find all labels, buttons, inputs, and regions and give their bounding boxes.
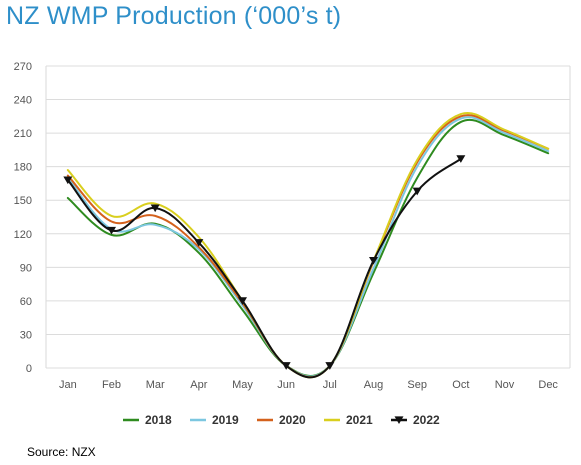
markers [63, 155, 466, 370]
y-tick-label: 180 [14, 162, 32, 174]
x-tick-label: May [232, 379, 253, 391]
legend-marker-2022 [394, 416, 404, 425]
gridlines [45, 65, 571, 369]
series-line-2018 [66, 119, 550, 377]
marker-2022 [412, 187, 422, 196]
y-tick-label: 60 [20, 296, 32, 308]
x-tick-label: Apr [190, 379, 207, 391]
x-tick-label: Nov [495, 379, 515, 391]
series-line-2022 [66, 157, 462, 379]
legend-label-2020: 2020 [279, 413, 306, 427]
x-tick-label: Aug [364, 379, 384, 391]
marker-2022 [456, 155, 466, 163]
marker-2022 [325, 362, 335, 370]
source-note: Source: NZX [27, 445, 96, 459]
y-tick-label: 0 [26, 363, 32, 375]
y-tick-label: 30 [20, 329, 32, 341]
x-tick-label: Sep [407, 379, 427, 391]
legend-label-2022: 2022 [413, 413, 440, 427]
y-tick-label: 240 [14, 95, 32, 107]
marker-2022 [194, 239, 204, 247]
chart-title: NZ WMP Production (‘000’s t) [6, 2, 342, 30]
series-lines [66, 111, 550, 379]
x-axis: Jan Feb Mar Apr May Jun Jul Aug Sep Oct Nov Dec [59, 379, 558, 391]
y-tick-label: 90 [20, 262, 32, 274]
y-tick-label: 270 [14, 61, 32, 73]
marker-2022 [369, 257, 378, 265]
x-tick-label: Dec [538, 379, 558, 391]
x-tick-label: Jun [277, 379, 295, 391]
legend-label-2019: 2019 [212, 413, 239, 427]
marker-2022 [107, 226, 116, 235]
x-tick-label: Mar [146, 379, 165, 391]
legend: 2018 2019 2020 2021 2022 [123, 413, 440, 427]
legend-label-2018: 2018 [145, 413, 172, 427]
marker-2022 [281, 362, 291, 370]
y-axis: 0 30 60 90 120 150 180 210 240 270 [14, 61, 32, 375]
marker-2022 [63, 176, 73, 185]
y-tick-label: 120 [14, 229, 32, 241]
x-tick-label: Jul [323, 379, 337, 391]
y-tick-label: 210 [14, 128, 32, 140]
marker-2022 [150, 204, 160, 213]
marker-2022 [238, 297, 247, 305]
x-tick-label: Jan [59, 379, 77, 391]
series-line-2021 [66, 111, 550, 379]
series-line-2020 [66, 114, 550, 379]
series-line-2019 [66, 116, 550, 378]
y-tick-label: 150 [14, 195, 32, 207]
x-tick-label: Oct [452, 379, 469, 391]
x-tick-label: Feb [102, 379, 121, 391]
line-chart: 0 30 60 90 120 150 180 210 240 270 Jan Feb Mar Apr Ma… [14, 61, 571, 427]
legend-label-2021: 2021 [346, 413, 373, 427]
